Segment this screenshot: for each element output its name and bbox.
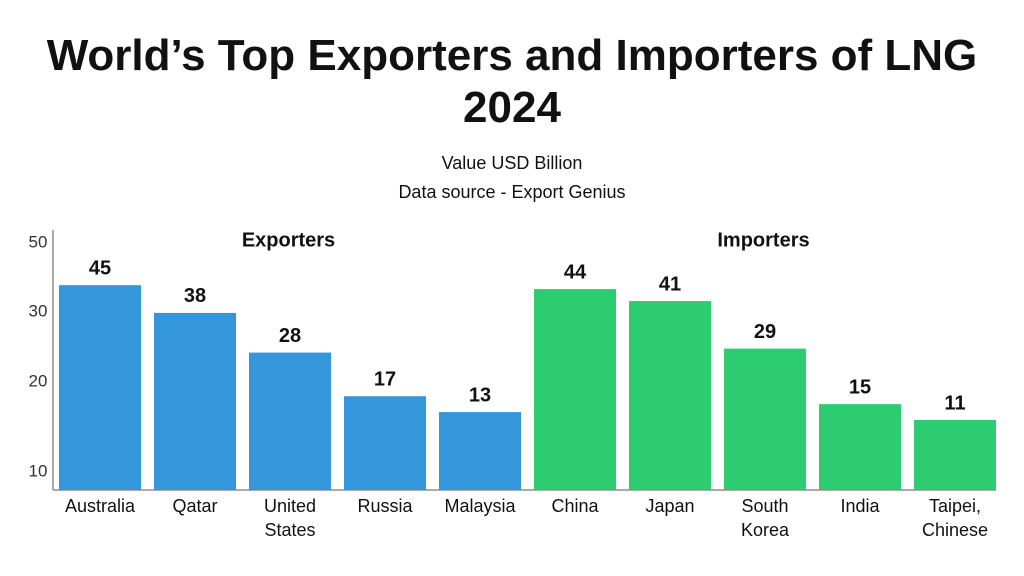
x-tick-label: Qatar [172,496,217,516]
data-source: Data source - Export Genius [398,182,626,202]
data-label: 44 [564,261,587,283]
y-tick-label: 20 [29,371,48,390]
x-tick-label: Japan [645,496,694,516]
y-tick-label: 10 [29,461,48,480]
x-tick-label: Chinese [922,520,988,540]
page-title: World’s Top Exporters and Importers of L… [46,31,978,132]
group-label-exporters: Exporters [242,229,335,251]
x-tick-label: Australia [65,496,136,516]
bar [59,285,141,490]
data-label: 15 [849,376,871,398]
x-tick-label: China [551,496,599,516]
y-tick-label: 30 [29,301,48,320]
data-label: 38 [184,285,206,307]
data-label: 17 [374,368,396,390]
bar [819,404,901,490]
bar [629,301,711,490]
bar [154,312,236,490]
data-label: 41 [659,273,681,295]
x-tick-label: Korea [741,520,790,540]
bar [249,352,331,490]
x-tick-label: Russia [357,496,413,516]
group-label-importers: Importers [717,229,809,251]
x-tick-label: United [264,496,316,516]
y-tick-label: 50 [29,232,48,251]
chart-subtitle: Value USD Billion [441,153,583,173]
data-label: 13 [469,384,491,406]
bar [724,348,806,490]
data-label: 28 [279,325,301,347]
x-tick-label: South [741,496,788,516]
bar [344,396,426,490]
x-tick-label: Taipei, [929,496,981,516]
x-tick-label: India [840,496,880,516]
bar [914,420,996,490]
x-tick-label: States [264,520,315,540]
data-label: 29 [754,321,776,343]
data-label: 11 [944,392,965,414]
bar [534,289,616,490]
x-tick-label: Malaysia [444,496,516,516]
bar [439,412,521,490]
data-label: 45 [89,257,111,279]
